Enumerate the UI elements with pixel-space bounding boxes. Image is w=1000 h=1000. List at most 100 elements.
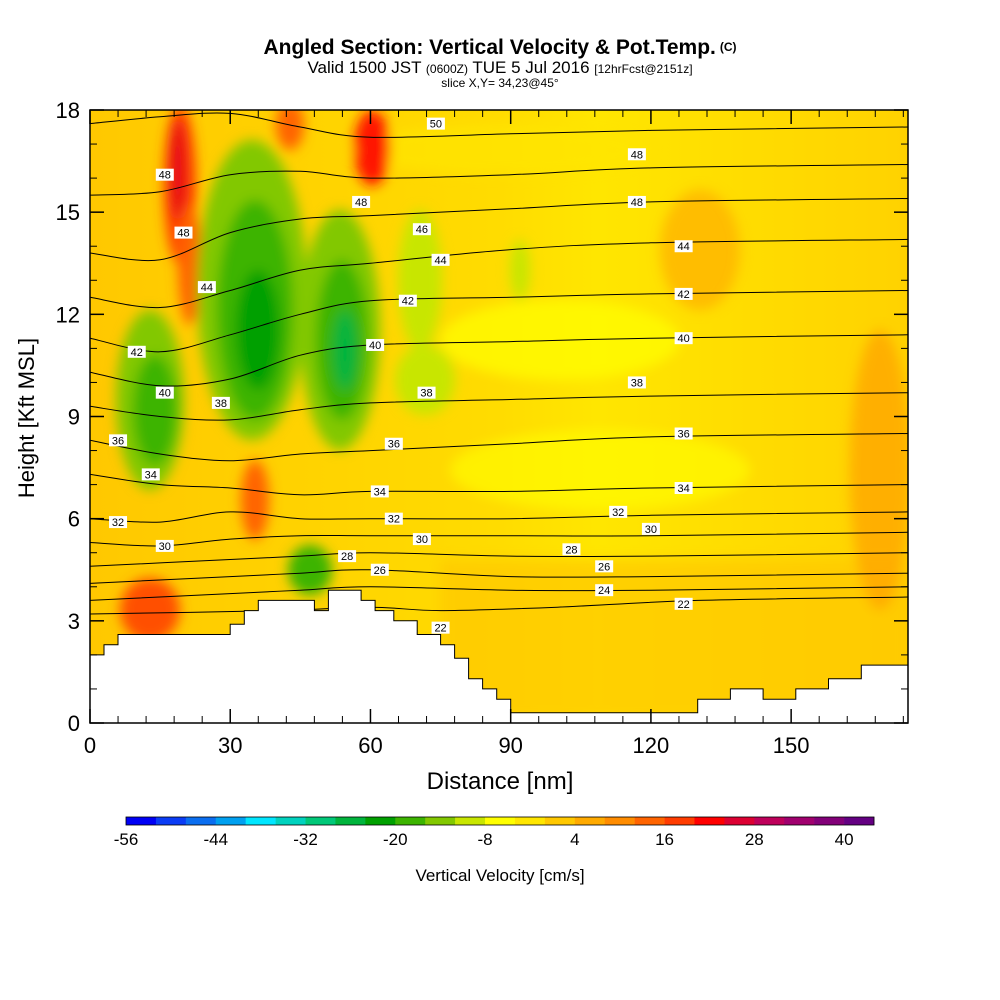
isentrope-38 — [90, 392, 908, 421]
colorbar-swatch — [544, 817, 576, 825]
chart-subtitle: Valid 1500 JST (0600Z) TUE 5 Jul 2016 [1… — [0, 58, 1000, 78]
contour-label-bg — [627, 376, 646, 389]
x-axis-label: Distance [nm] — [427, 768, 574, 795]
contour-label-bg — [109, 434, 128, 447]
contour-label-bg — [370, 485, 389, 498]
contour-label: 40 — [155, 386, 174, 400]
isentrope-30 — [90, 531, 908, 547]
y-tick-label: 6 — [68, 507, 80, 532]
slice-info: slice X,Y= 34,23@45° — [441, 76, 559, 90]
vertical-velocity-field — [90, 110, 908, 723]
contour-label-bg — [674, 332, 693, 345]
y-tick-label: 3 — [68, 609, 80, 634]
contour-label-bg — [627, 148, 646, 161]
contour-label-bg — [370, 563, 389, 576]
contour-label: 32 — [609, 505, 628, 519]
contour-label-text: 28 — [341, 551, 353, 563]
contour-label: 44 — [431, 253, 450, 267]
contour-label-bg — [674, 240, 693, 253]
title-main-text: Angled Section: Vertical Velocity & Pot.… — [263, 36, 716, 59]
contour-label: 24 — [595, 584, 614, 597]
colorbar-border — [125, 816, 875, 826]
y-tick-label: 15 — [56, 200, 80, 225]
contour-label-text: 48 — [355, 197, 367, 209]
contour-label-bg — [155, 386, 174, 399]
y-tick-label: 12 — [56, 302, 80, 327]
y-tick-label: 18 — [56, 98, 80, 123]
contour-label-text: 24 — [598, 585, 610, 597]
colorbar-swatch — [604, 817, 635, 825]
x-tick-label: 30 — [218, 733, 242, 758]
isentrope-28 — [90, 552, 908, 567]
contour-label-bg — [174, 226, 193, 239]
valid-date: TUE 5 Jul 2016 — [472, 58, 590, 77]
contour-label-bg — [398, 294, 417, 307]
colorbar: -56 -44 -32 -20 -8 4 16 28 40 — [114, 816, 875, 849]
isentrope-26 — [90, 569, 908, 584]
colorbar-swatch — [275, 817, 306, 825]
contour-label-bg — [595, 584, 614, 597]
contour-label-text: 40 — [678, 333, 690, 345]
contour-label: 34 — [674, 482, 693, 495]
contour-label-text: 28 — [565, 544, 577, 556]
terrain-profile — [89, 589, 909, 724]
valid-time: Valid 1500 JST — [307, 58, 422, 77]
y-tick-label: 9 — [68, 405, 80, 430]
contour-label-bg — [338, 550, 357, 563]
colorbar-swatch — [395, 817, 426, 825]
colorbar-swatch — [455, 817, 486, 825]
contour-label-text: 26 — [598, 561, 610, 573]
contour-label: 36 — [674, 427, 693, 441]
isentrope-24 — [90, 586, 908, 601]
contour-label: 36 — [109, 434, 128, 447]
contour-label-bg — [609, 505, 628, 518]
colorbar-swatch — [126, 817, 157, 825]
colorbar-swatch — [634, 817, 665, 825]
contour-label-text: 46 — [416, 224, 428, 236]
contour-label: 44 — [197, 281, 216, 294]
contour-labels: 50 48 48 48 48 48 46 44 44 44 42 42 42 40 40 40 38 38 38 36… — [109, 117, 693, 635]
colorbar-tick-label: -8 — [477, 830, 492, 849]
isentrope-32 — [90, 511, 908, 523]
contour-label: 38 — [627, 376, 646, 389]
colorbar-label: Vertical Velocity [cm/s] — [415, 866, 584, 885]
contour-label: 48 — [352, 195, 371, 209]
contour-label-text: 40 — [159, 388, 171, 400]
contour-label-bg — [384, 437, 403, 450]
isentrope-46 — [90, 198, 908, 262]
colorbar-tick-label: -44 — [203, 830, 228, 849]
colorbar-swatch — [425, 817, 456, 825]
contour-label: 30 — [412, 533, 431, 546]
colorbar-swatch — [724, 817, 755, 825]
contour-label-bg — [674, 482, 693, 495]
contour-label-text: 26 — [374, 565, 386, 577]
contour-label-bg — [366, 338, 385, 351]
contour-label-bg — [352, 195, 371, 208]
terrain-mask — [89, 589, 909, 724]
colorbar-swatch — [245, 817, 276, 825]
contour-label-text: 44 — [201, 282, 213, 294]
contour-label: 42 — [127, 345, 146, 359]
contour-label: 48 — [627, 148, 646, 161]
colorbar-swatch — [814, 817, 845, 825]
contour-label: 30 — [641, 522, 660, 536]
contour-label-text: 32 — [612, 507, 624, 519]
contour-label-text: 34 — [374, 486, 386, 498]
contour-label: 44 — [674, 240, 693, 253]
contour-label: 40 — [674, 332, 693, 345]
colorbar-swatch — [155, 817, 187, 825]
contour-label: 42 — [674, 287, 693, 301]
colorbar-swatch — [574, 817, 606, 825]
contour-label-text: 38 — [215, 398, 227, 410]
x-axis: 0 30 60 90 120 150 — [84, 110, 904, 758]
isentrope-48 — [90, 164, 908, 196]
contour-label-text: 38 — [631, 377, 643, 389]
colorbar-tick-label: -20 — [383, 830, 408, 849]
contour-label: 50 — [426, 117, 445, 131]
contour-label: 34 — [370, 485, 389, 498]
contour-label: 30 — [155, 539, 174, 553]
x-tick-label: 0 — [84, 733, 96, 758]
x-tick-label: 60 — [358, 733, 382, 758]
y-tick-label: 0 — [68, 711, 80, 736]
